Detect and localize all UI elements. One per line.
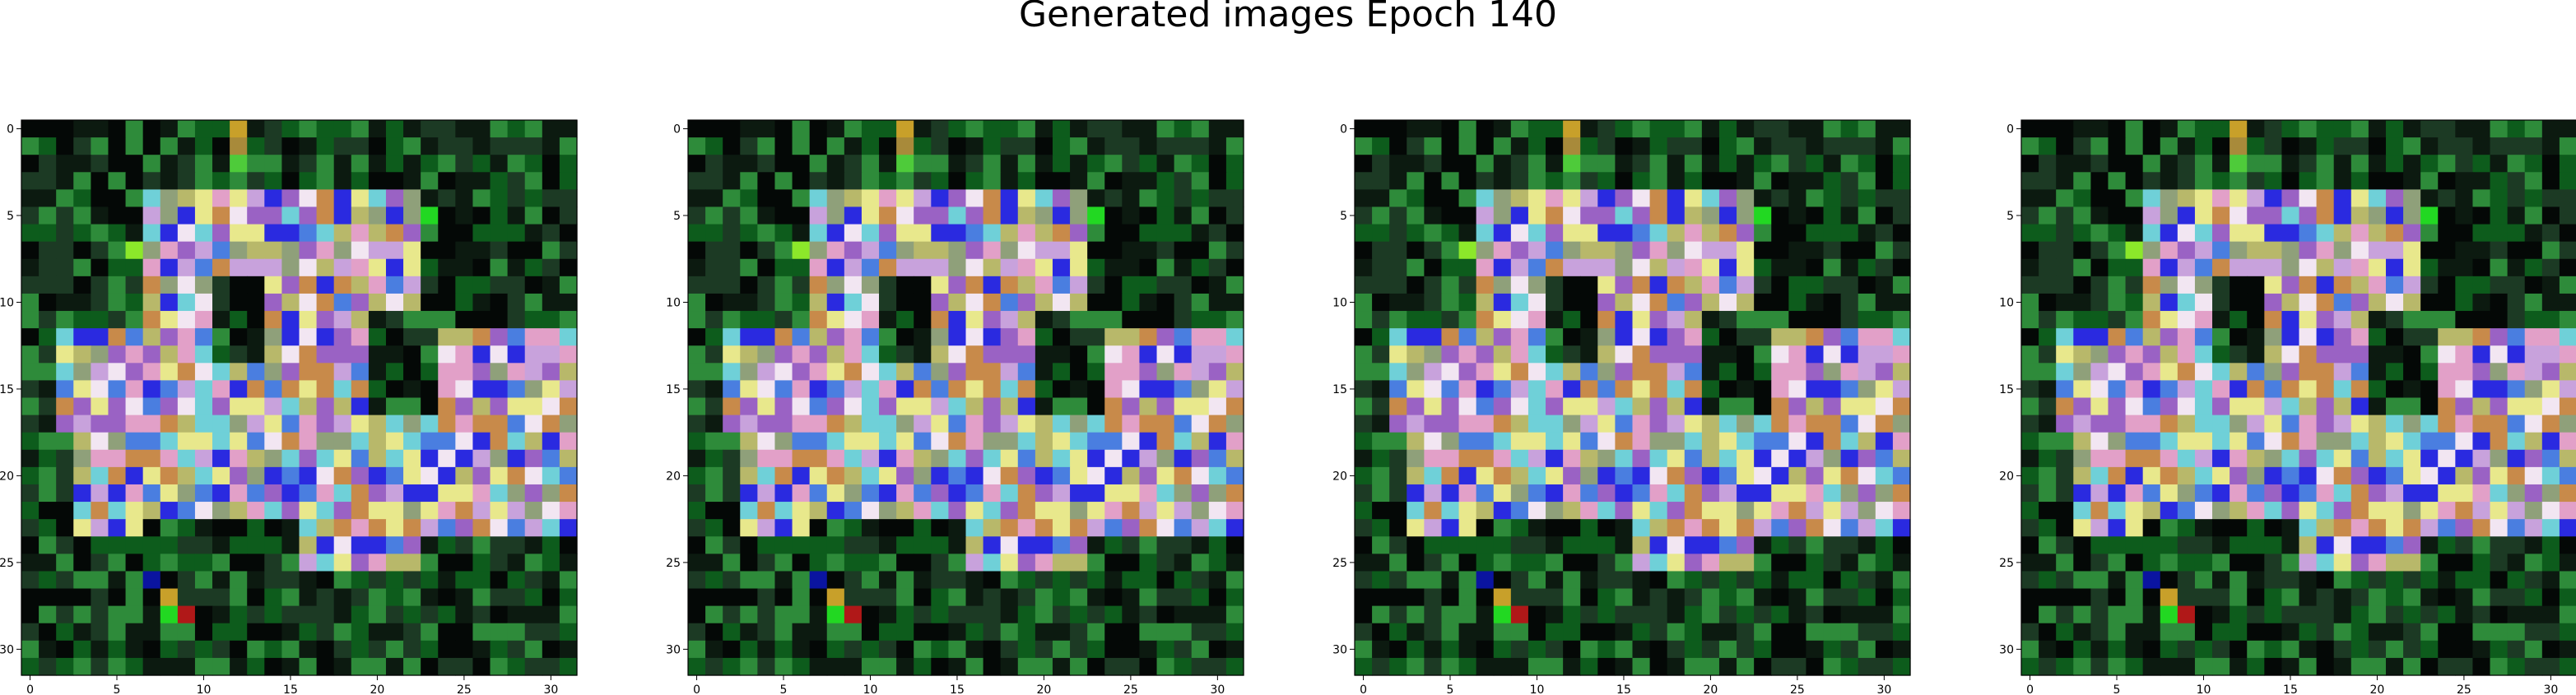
axes-frame [1354,119,1911,676]
image-panel-3: 0 5 10 15 20 25 30 0 5 10 15 20 25 30 [1332,119,1911,695]
x-tick-label: 0 [2026,683,2034,695]
image-panel-1: 0 5 10 15 20 25 30 0 5 10 15 20 25 30 [0,119,578,695]
y-tick-label: 30 [0,643,14,656]
y-tick-label: 5 [7,210,14,223]
y-tick-label: 15 [1999,383,2014,396]
y-tick-label: 20 [0,470,14,483]
axes-frame [21,119,578,676]
x-tick-label: 10 [2197,683,2211,695]
y-tick-label: 10 [0,296,14,309]
y-tick-label: 15 [1332,383,1347,396]
y-tick-label: 10 [1332,296,1347,309]
x-tick-label: 15 [283,683,298,695]
x-tick-label: 15 [1616,683,1631,695]
generated-image [2021,120,2576,676]
x-tick-label: 5 [780,683,788,695]
axes-frame [687,119,1244,676]
y-tick-label: 30 [1999,643,2014,656]
x-tick-label: 20 [1037,683,1052,695]
x-tick-label: 15 [2283,683,2298,695]
y-tick-label: 0 [2006,123,2014,137]
y-tick-label: 0 [7,123,14,137]
x-tick-label: 10 [863,683,878,695]
y-tick-label: 10 [666,296,681,309]
y-tick-label: 25 [1332,557,1347,570]
image-panel-2: 0 5 10 15 20 25 30 0 5 10 15 20 25 30 [666,119,1244,695]
y-tick-label: 30 [1332,643,1347,656]
y-tick-label: 25 [0,557,14,570]
x-tick-label: 15 [950,683,965,695]
x-tick-label: 0 [1360,683,1367,695]
generated-image [1355,120,1911,676]
generated-image [688,120,1244,676]
x-tick-label: 30 [1210,683,1225,695]
x-tick-label: 25 [457,683,472,695]
y-tick-label: 5 [2006,210,2014,223]
x-tick-label: 5 [2113,683,2121,695]
y-tick-label: 20 [666,470,681,483]
y-tick-label: 25 [666,557,681,570]
y-tick-label: 20 [1332,470,1347,483]
x-tick-label: 30 [2543,683,2558,695]
y-tick-label: 0 [673,123,681,137]
y-tick-label: 5 [673,210,681,223]
x-tick-label: 20 [370,683,385,695]
y-tick-label: 15 [666,383,681,396]
x-tick-label: 20 [2370,683,2385,695]
x-tick-label: 30 [543,683,558,695]
axes-frame [2020,119,2576,676]
y-tick-label: 10 [1999,296,2014,309]
x-tick-label: 25 [2457,683,2471,695]
y-tick-label: 20 [1999,470,2014,483]
x-tick-label: 30 [1876,683,1891,695]
x-tick-label: 0 [693,683,700,695]
generated-image [21,120,578,676]
x-tick-label: 10 [197,683,212,695]
x-tick-label: 20 [1704,683,1718,695]
y-tick-label: 25 [1999,557,2014,570]
x-tick-label: 5 [1447,683,1454,695]
y-tick-label: 30 [666,643,681,656]
y-tick-label: 0 [1340,123,1347,137]
x-tick-label: 25 [1790,683,1805,695]
x-tick-label: 0 [26,683,34,695]
x-tick-label: 10 [1530,683,1545,695]
y-tick-label: 15 [0,383,14,396]
figure-title: Generated images Epoch 140 [1018,0,1558,35]
x-tick-label: 5 [114,683,121,695]
x-tick-label: 25 [1123,683,1138,695]
image-panel-4: 0 5 10 15 20 25 30 0 5 10 15 20 25 30 [1999,119,2576,695]
y-tick-label: 5 [1340,210,1347,223]
